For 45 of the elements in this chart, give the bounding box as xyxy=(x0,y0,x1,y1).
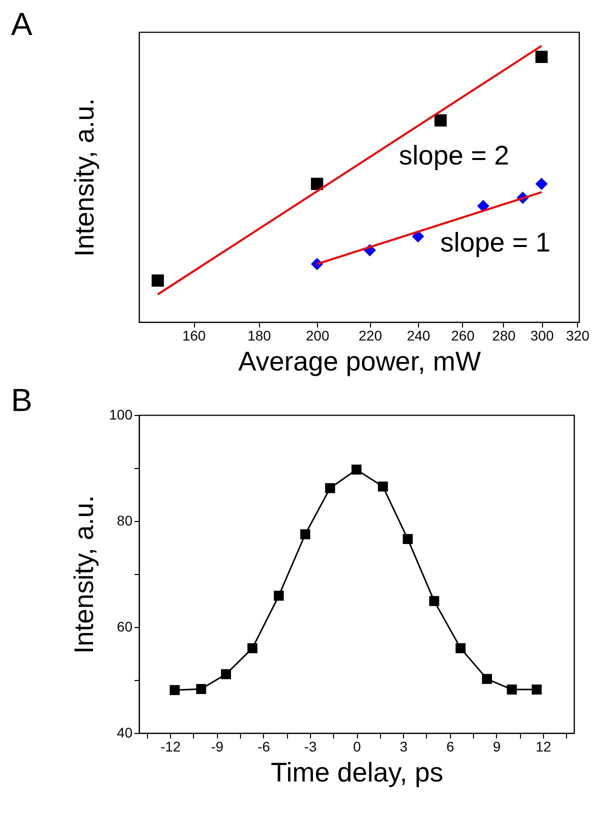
point xyxy=(506,684,517,695)
x-axis-title: Time delay, ps xyxy=(270,758,444,788)
x-tick-label: 200 xyxy=(306,328,330,344)
y-axis-title: Intensity, a.u. xyxy=(70,98,100,257)
point xyxy=(429,596,440,606)
point xyxy=(247,643,258,654)
point xyxy=(532,684,542,695)
x-tick-label: 280 xyxy=(492,328,516,344)
y-tick-label: 40 xyxy=(116,724,133,740)
point xyxy=(196,684,206,694)
point xyxy=(402,534,413,544)
chart-title: B xyxy=(11,382,32,418)
x-tick-label: -12 xyxy=(160,738,181,754)
point xyxy=(352,464,362,475)
x-tick-label: 0 xyxy=(353,738,362,754)
chart-title: A xyxy=(11,6,33,42)
x-tick-label: 260 xyxy=(451,328,475,344)
point xyxy=(274,590,284,601)
x-tick-label: 6 xyxy=(446,738,454,754)
x-axis-title: Average power, mW xyxy=(238,346,482,376)
y-tick-label: 80 xyxy=(116,512,133,528)
x-tick-label: 240 xyxy=(406,328,430,344)
x-tick-label: 12 xyxy=(536,738,552,754)
x-tick-label: 9 xyxy=(492,738,501,754)
x-tick-label: 180 xyxy=(248,328,272,344)
x-tick-label: 320 xyxy=(566,328,590,344)
x-tick-label: -6 xyxy=(258,738,270,754)
point xyxy=(456,643,466,654)
x-tick-label: 160 xyxy=(182,328,206,344)
point xyxy=(378,482,388,492)
point xyxy=(170,685,180,696)
point xyxy=(300,529,310,540)
y-tick-label: 100 xyxy=(109,406,133,422)
x-tick-label: 3 xyxy=(400,738,408,754)
annotation: slope = 2 xyxy=(398,140,510,171)
x-tick-label: 220 xyxy=(358,328,382,344)
point xyxy=(325,483,336,494)
x-tick-label: -9 xyxy=(210,738,224,754)
annotation: slope = 1 xyxy=(440,228,551,258)
y-tick-label: 60 xyxy=(116,618,133,634)
y-axis-title: Intensity, a.u. xyxy=(69,495,100,654)
x-tick-label: -3 xyxy=(304,738,317,754)
point xyxy=(221,669,231,680)
x-tick-label: 300 xyxy=(530,328,554,344)
point xyxy=(482,674,492,684)
